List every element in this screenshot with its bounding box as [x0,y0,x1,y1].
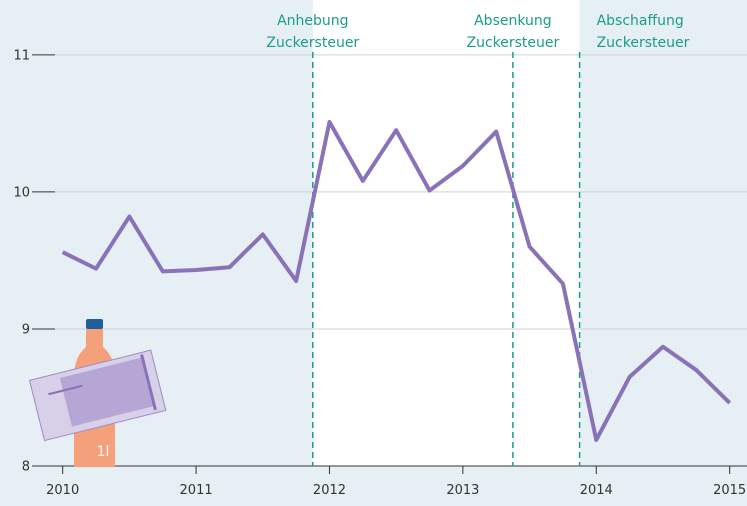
bottle-label: 1l [97,444,110,460]
highlight-region [313,0,580,466]
y-tick-label: 9 [22,322,30,337]
bottle-illustration: 1l [30,319,166,467]
y-tick-label: 11 [13,48,30,63]
x-tick-label: 2015 [713,483,746,498]
page: {"chart_data":{"type":"line", "x":[2010,… [0,0,747,506]
x-tick-label: 2012 [313,483,346,498]
x-tick-label: 2013 [446,483,479,498]
annotation-text: Absenkung [474,13,552,29]
y-tick-label: 8 [22,460,30,475]
x-tick-label: 2011 [180,483,213,498]
annotation-text: Abschaffung [597,13,684,29]
x-tick-label: 2010 [46,483,79,498]
annotation-text: Anhebung [277,13,348,29]
annotation-text: Zuckersteuer [597,35,690,51]
x-tick-label: 2014 [580,483,613,498]
annotation-text: Zuckersteuer [266,35,359,51]
y-tick-label: 10 [13,185,30,200]
chart: 8 9 10 11 2010 2011 2012 2013 2014 2015 Anhebung Zu… [0,0,747,502]
annotation-text: Zuckersteuer [467,35,560,51]
